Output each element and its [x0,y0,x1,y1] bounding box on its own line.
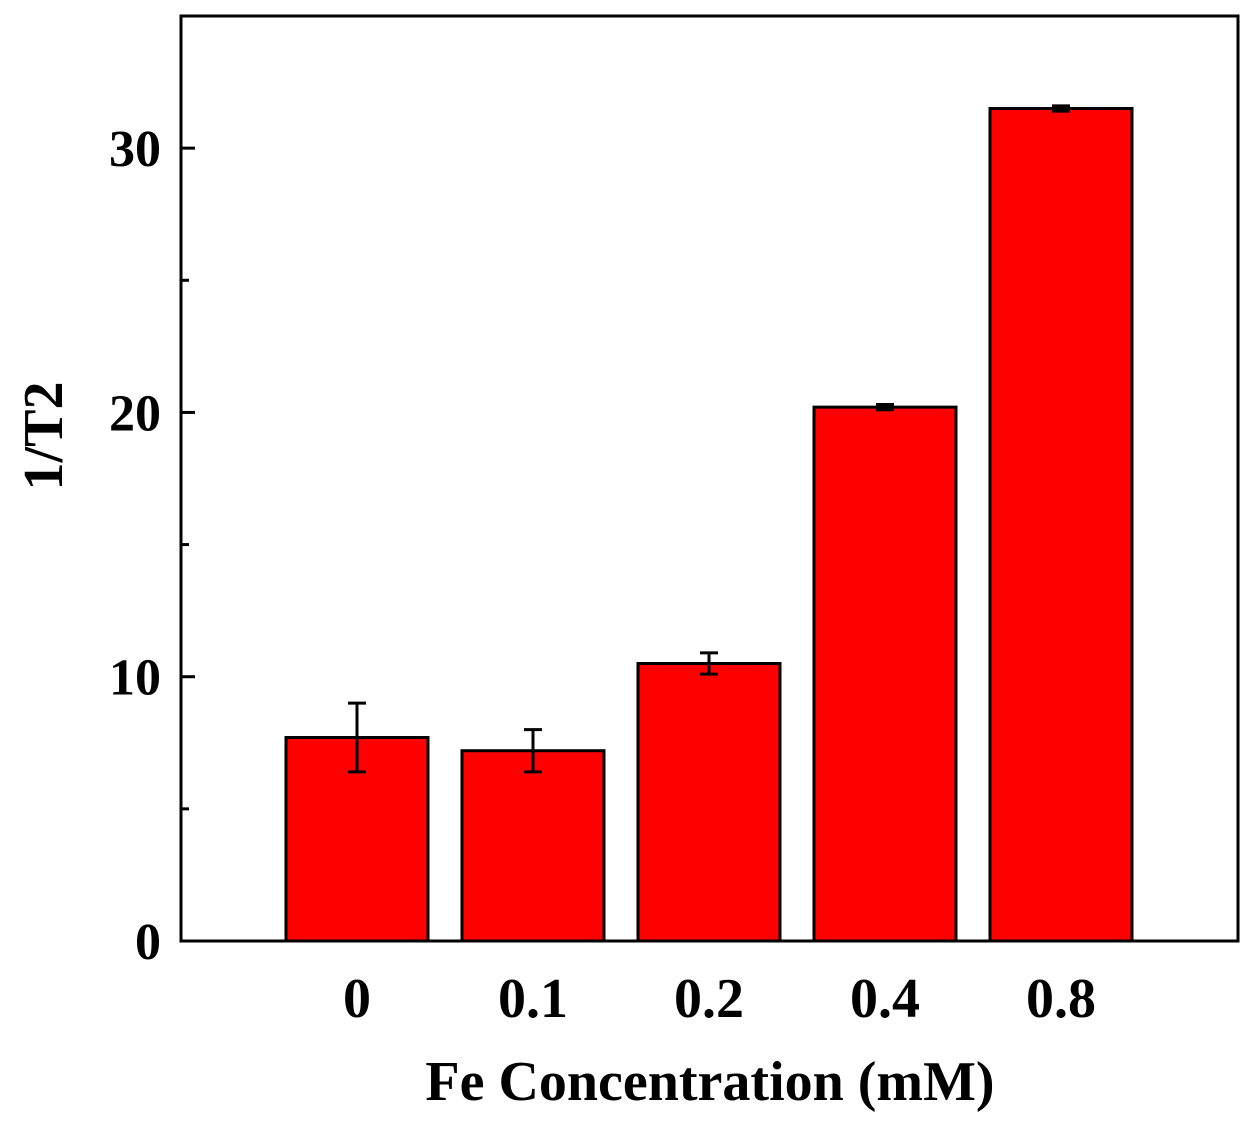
y-axis-ticks: 0 10 20 30 [109,121,195,971]
y-tick-label: 10 [109,650,161,707]
plot-frame [179,14,1240,943]
x-tick-label: 0 [343,968,371,1030]
x-tick-label: 0.1 [498,968,568,1030]
error-bars-layer [348,104,1070,774]
x-tick-label: 0.4 [850,968,920,1030]
bar [812,405,958,943]
x-tick-label: 0.2 [674,968,744,1030]
y-tick-label: 30 [109,121,161,178]
y-axis-label: 1/T2 [13,382,75,491]
bar [988,107,1134,943]
y-tick-label: 20 [109,385,161,442]
x-axis-ticks: 0 0.1 0.2 0.4 0.8 [343,968,1096,1030]
bars-layer [284,107,1134,943]
y-tick-label: 0 [135,914,161,971]
bar [460,749,606,943]
bar [636,662,782,943]
x-tick-label: 0.8 [1026,968,1096,1030]
x-axis-label: Fe Concentration (mM) [425,1051,994,1113]
